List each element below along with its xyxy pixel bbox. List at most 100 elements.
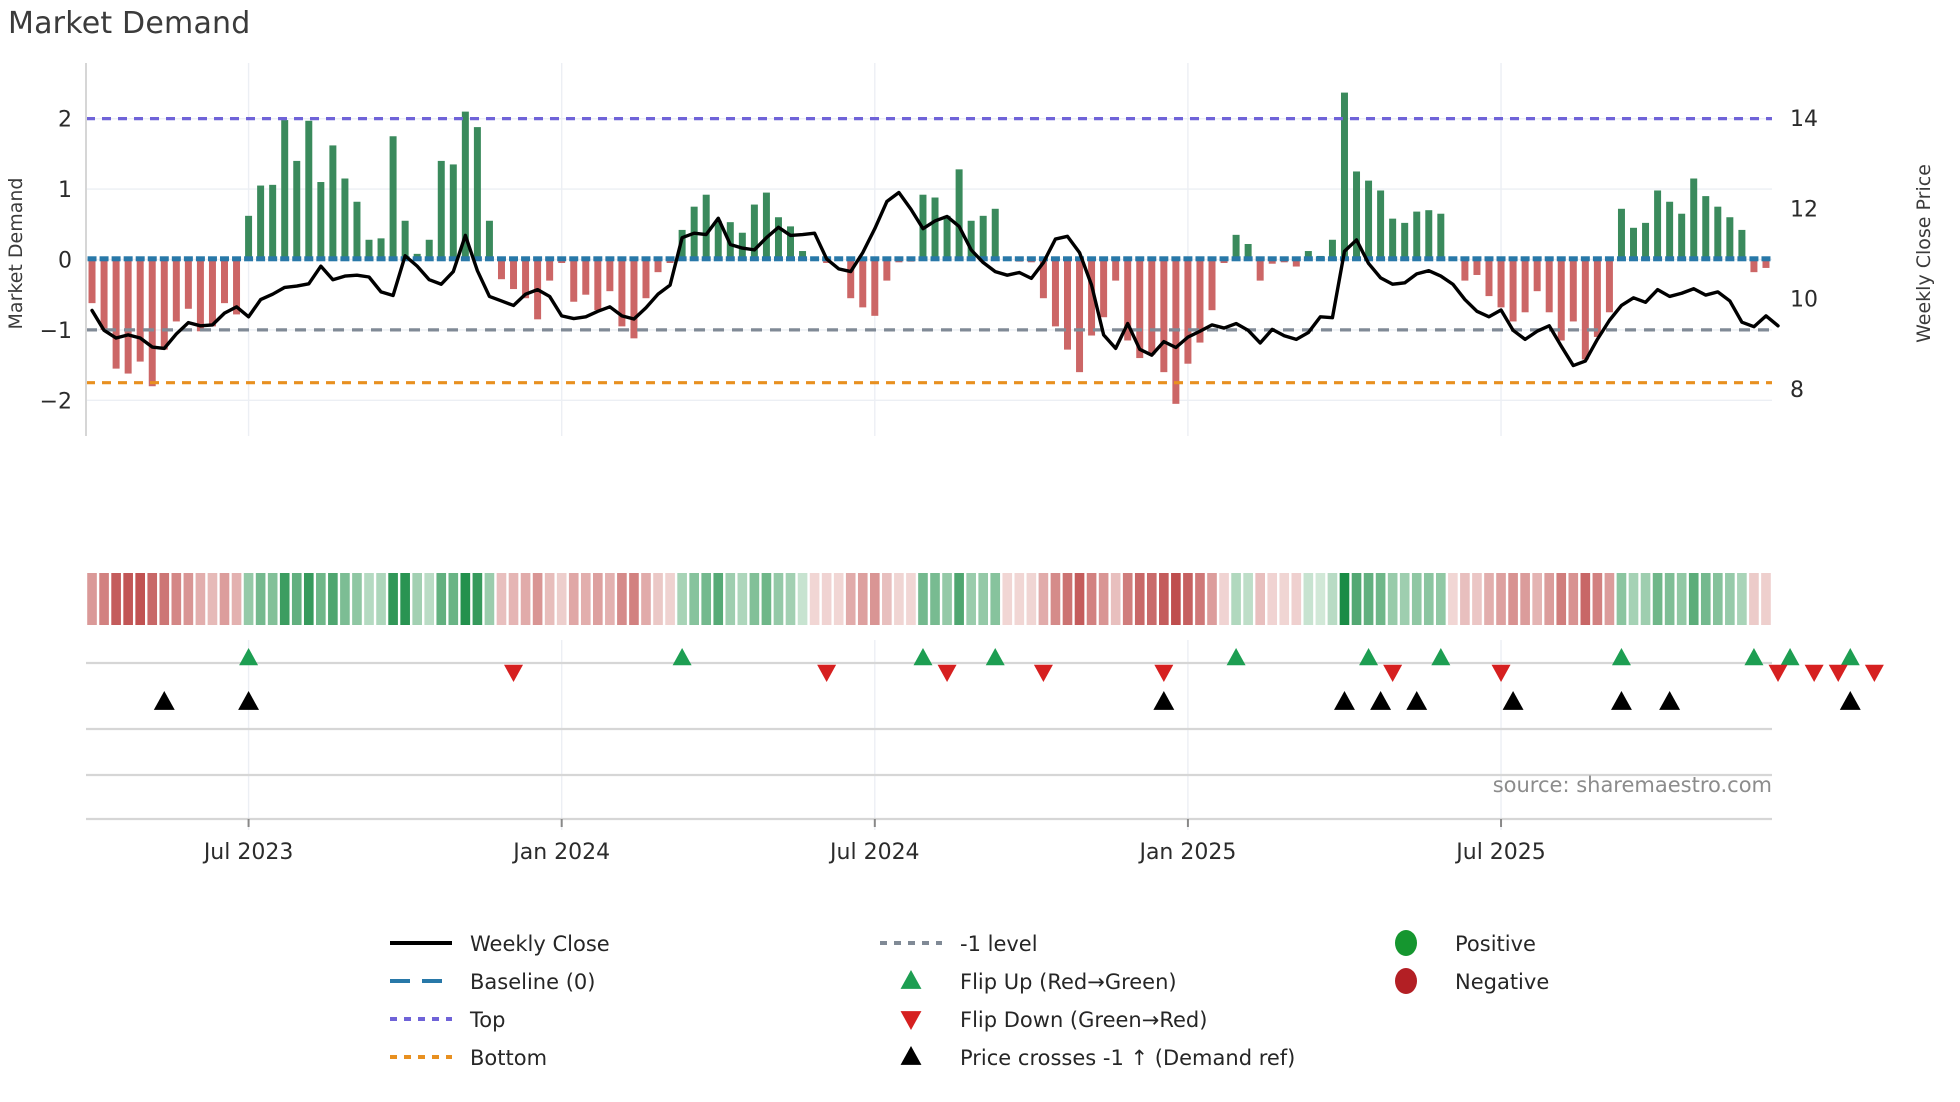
heatmap-cell	[942, 573, 952, 625]
heatmap-cell	[424, 573, 435, 625]
demand-bar	[1521, 259, 1529, 313]
baseline-segment	[509, 256, 519, 262]
reference-lines	[86, 117, 1772, 385]
demand-bar	[1690, 178, 1698, 260]
right-tick-label: 8	[1790, 378, 1804, 403]
heatmap-cell	[954, 573, 964, 625]
price-cross-marker	[1153, 691, 1175, 710]
baseline-segment	[1231, 256, 1241, 262]
heatmap-cell	[111, 573, 121, 625]
baseline-segment	[1026, 256, 1036, 262]
demand-bar	[1076, 259, 1084, 373]
heatmap-cell	[352, 573, 362, 625]
baseline-segment	[1388, 256, 1398, 262]
heatmap-cell	[1303, 573, 1314, 625]
heatmap-cell	[1062, 573, 1073, 625]
demand-bar	[1039, 259, 1047, 299]
heatmap-cell	[580, 573, 591, 625]
demand-bar	[341, 178, 349, 260]
demand-bar	[991, 208, 999, 260]
heatmap-cell	[593, 573, 603, 625]
demand-bar	[883, 259, 891, 281]
heatmap-cell	[1616, 573, 1627, 625]
baseline-segment	[1291, 256, 1301, 262]
source-label: source: sharemaestro.com	[1493, 773, 1772, 797]
legend-triangle-up-icon	[900, 1046, 922, 1065]
demand-bar	[1353, 171, 1361, 260]
price-cross-marker	[238, 691, 260, 710]
heatmap-cell	[171, 573, 182, 625]
left-tick-label: −2	[40, 389, 72, 414]
legend-item[interactable]: Negative	[1395, 968, 1549, 994]
baseline-segment	[195, 256, 205, 262]
baseline-segment	[1532, 256, 1542, 262]
baseline-segment	[641, 256, 651, 262]
heatmap-cell	[1086, 573, 1097, 625]
price-cross-marker	[1502, 691, 1524, 710]
demand-bar	[353, 201, 361, 260]
heatmap-cell	[1592, 573, 1603, 625]
demand-bar	[281, 120, 289, 260]
heatmap-cell	[1436, 573, 1446, 625]
main-panel	[86, 63, 1772, 436]
legend-item[interactable]: -1 level	[880, 932, 1038, 956]
legend-item[interactable]: Positive	[1395, 930, 1536, 956]
legend-item[interactable]: Top	[390, 1008, 505, 1032]
baseline-segment	[123, 256, 133, 262]
baseline-segment	[1472, 256, 1482, 262]
legend-item[interactable]: Flip Up (Red→Green)	[900, 970, 1177, 994]
heatmap-cell	[869, 573, 880, 625]
legend-circle-icon	[1395, 930, 1417, 956]
heatmap-cell	[303, 573, 314, 625]
heatmap-cell	[195, 573, 206, 625]
heatmap-cell	[1761, 573, 1771, 625]
flip-up-marker	[1780, 648, 1800, 666]
baseline-segment	[256, 256, 266, 262]
price-cross-marker	[1659, 691, 1681, 710]
flip-up-marker	[672, 648, 692, 666]
legend-item[interactable]: Flip Down (Green→Red)	[900, 1008, 1208, 1032]
heatmap-cell	[460, 573, 471, 625]
baseline-segment	[521, 256, 531, 262]
baseline-segment	[810, 256, 820, 262]
demand-bar	[510, 259, 518, 290]
baseline-segment	[966, 256, 976, 262]
heatmap-cell	[1508, 573, 1518, 625]
heatmap-cell	[556, 573, 567, 625]
heatmap-cell	[207, 573, 218, 625]
heatmap-cell	[966, 573, 976, 625]
legend-marker-icon[interactable]	[900, 1011, 922, 1030]
demand-bar	[1365, 180, 1373, 260]
heatmap-cell	[1568, 573, 1579, 625]
demand-bar	[245, 215, 253, 260]
baseline-segment	[1014, 256, 1024, 262]
demand-bar	[1750, 259, 1758, 273]
heatmap-cell	[1291, 573, 1302, 625]
demand-bar	[1509, 259, 1517, 322]
legend-marker-icon[interactable]	[900, 970, 922, 989]
heatmap-cell	[1134, 573, 1145, 625]
demand-bar	[1714, 206, 1722, 260]
baseline-segment	[1376, 256, 1386, 262]
heatmap-cell	[1255, 573, 1265, 625]
legend-marker-icon[interactable]	[1395, 930, 1417, 956]
heatmap-cell	[1219, 573, 1229, 625]
legend-item[interactable]: Weekly Close	[390, 932, 610, 956]
heatmap-cell	[1002, 573, 1013, 625]
baseline-segment	[484, 256, 494, 262]
heatmap-cell	[1411, 573, 1422, 625]
baseline-segment	[436, 256, 446, 262]
legend-item[interactable]: Price crosses -1 ↑ (Demand ref)	[900, 1046, 1296, 1070]
demand-bar	[208, 259, 216, 327]
right-tick-label: 12	[1790, 197, 1818, 222]
demand-bar	[1268, 259, 1276, 264]
legend-marker-icon[interactable]	[1395, 968, 1417, 994]
legend-marker-icon[interactable]	[900, 1046, 922, 1065]
right-axis-title: Weekly Close Price	[1913, 164, 1935, 343]
demand-bar	[184, 259, 192, 309]
legend-item[interactable]: Baseline (0)	[390, 970, 595, 994]
demand-bar	[257, 185, 265, 260]
legend-item[interactable]: Bottom	[390, 1046, 547, 1070]
